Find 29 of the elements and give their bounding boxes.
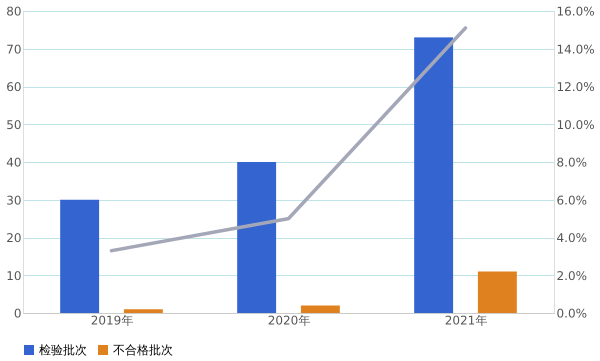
y-tick-label: 40: [6, 156, 22, 170]
y2-tick-label: 12.0%: [556, 80, 595, 94]
y-tick-label: 70: [6, 42, 22, 56]
y2-tick-label: 16.0%: [556, 4, 595, 18]
y2-tick-label: 2.0%: [556, 268, 587, 283]
bar: [414, 37, 454, 313]
y2-tick-label: 6.0%: [556, 193, 587, 208]
y-tick-label: 60: [6, 80, 22, 94]
y-tick-label: 50: [6, 118, 22, 132]
bar: [478, 271, 517, 313]
x-tick-label: 2020年: [268, 314, 310, 328]
y2-tick-label: 4.0%: [556, 231, 587, 245]
bar: [60, 200, 100, 313]
y2-tick-label: 14.0%: [556, 42, 595, 56]
bar: [124, 309, 163, 313]
legend-label: 不合格批次: [113, 343, 173, 357]
x-tick-label: 2021年: [444, 314, 488, 328]
y-tick-label: 80: [6, 4, 22, 18]
y2-tick-label: 0.0%: [556, 306, 587, 320]
x-tick-label: 2019年: [90, 314, 134, 328]
y-tick-label: 30: [6, 193, 22, 208]
y2-tick-label: 10.0%: [556, 118, 595, 132]
y-tick-label: 10: [6, 268, 22, 283]
y2-tick-label: 8.0%: [556, 156, 587, 170]
legend-label: 检验批次: [39, 343, 87, 357]
bar: [300, 305, 340, 313]
y-tick-label: 0: [14, 306, 22, 320]
bar: [237, 162, 276, 313]
y-tick-label: 20: [6, 231, 22, 245]
